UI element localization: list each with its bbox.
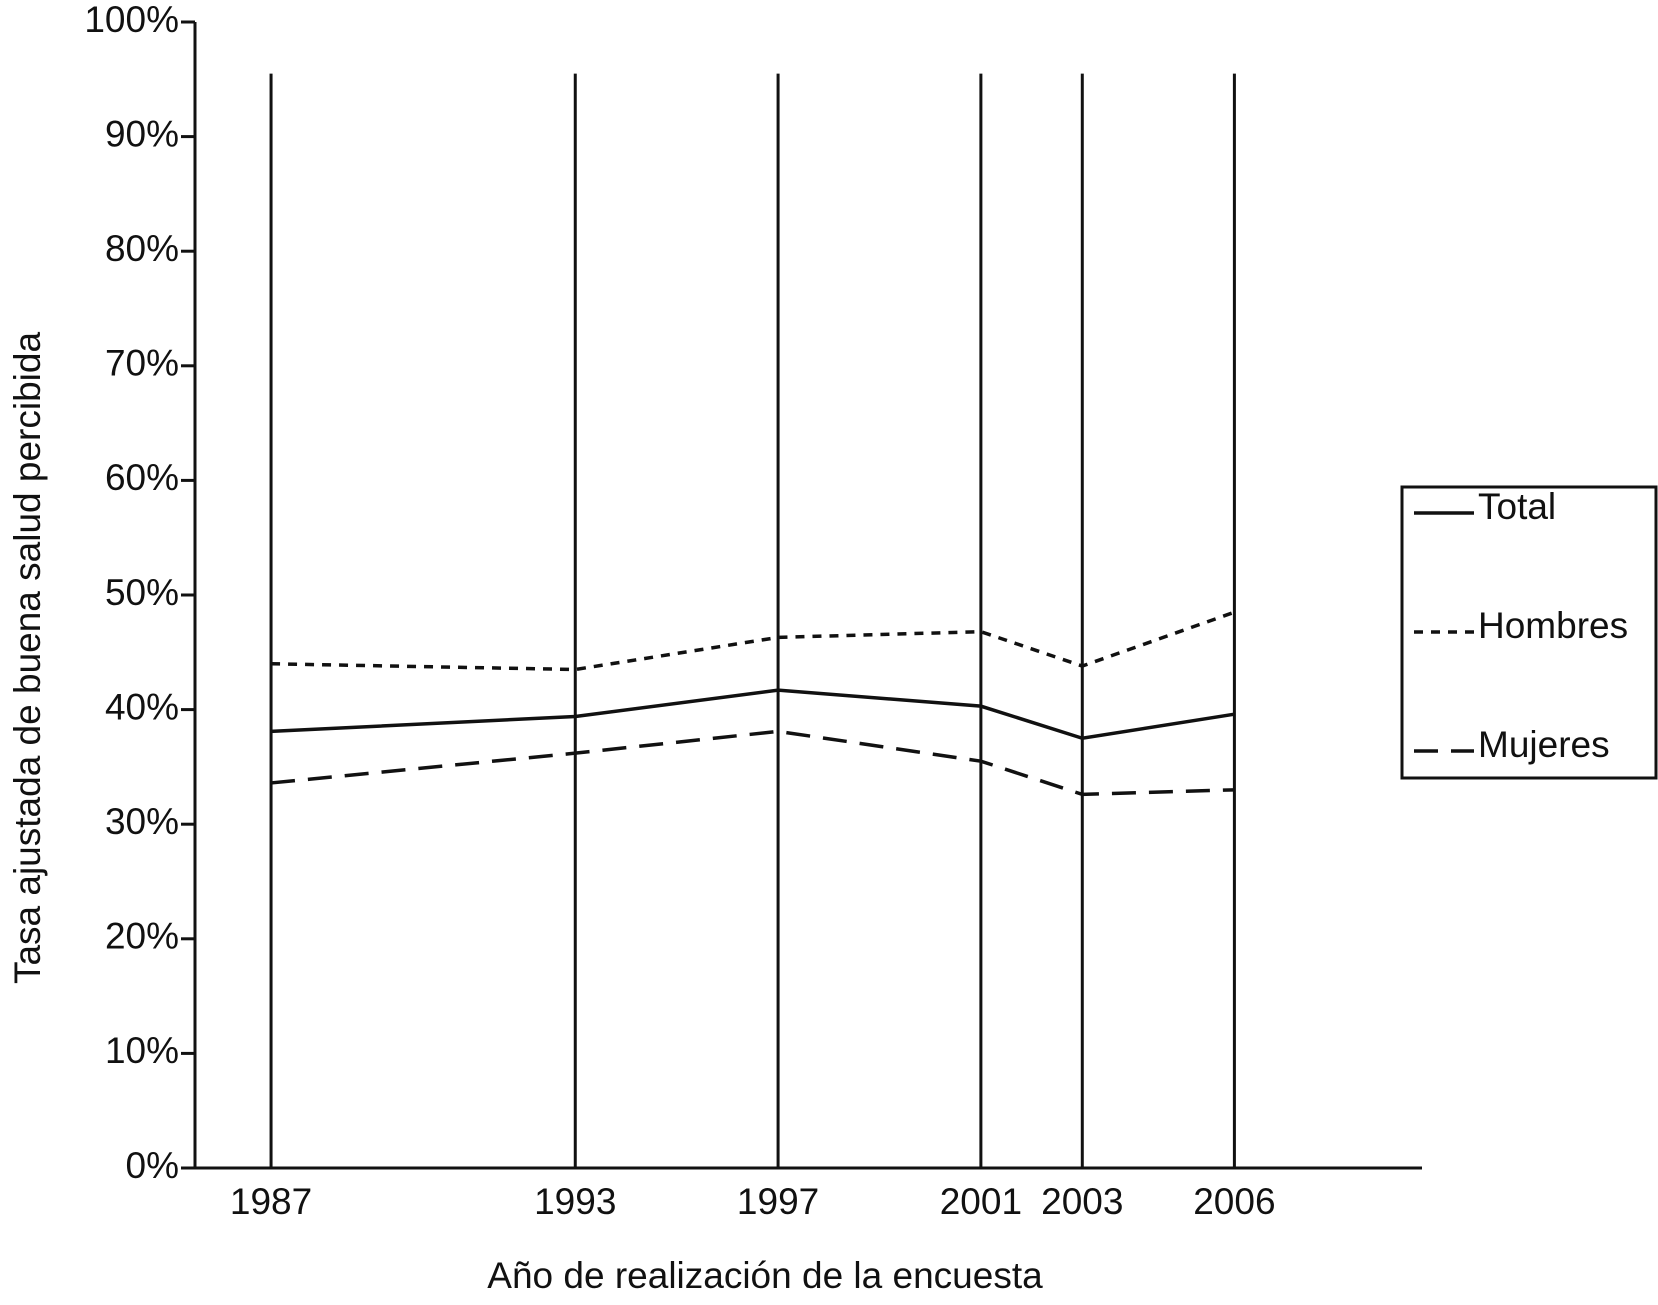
legend-label: Hombres	[1478, 605, 1628, 646]
x-tick-label: 2006	[1193, 1181, 1275, 1222]
x-tick-label: 1997	[737, 1181, 819, 1222]
x-tick-label: 1993	[534, 1181, 616, 1222]
legend-box	[1400, 485, 1658, 780]
y-tick-label: 50%	[105, 572, 179, 613]
y-tick-label: 0%	[126, 1145, 179, 1186]
data-line	[270, 729, 1235, 797]
y-axis-label: Tasa ajustada de buena salud percibida	[7, 332, 48, 985]
x-tick-label: 1987	[230, 1181, 312, 1222]
x-tick-label: 2001	[940, 1181, 1022, 1222]
y-tick-label: 60%	[105, 457, 179, 498]
x-axis-label: Año de realización de la encuesta	[487, 1255, 1043, 1296]
legend-label: Mujeres	[1478, 724, 1610, 765]
data-line	[271, 610, 1235, 672]
y-tick-label: 90%	[105, 113, 179, 154]
y-tick-label: 10%	[105, 1030, 179, 1071]
y-tick-label: 80%	[105, 228, 179, 269]
x-tick-label: 2003	[1041, 1181, 1123, 1222]
y-tick-label: 40%	[105, 686, 179, 727]
y-tick-label: 100%	[84, 0, 179, 40]
y-tick-label: 70%	[105, 343, 179, 384]
data-line	[270, 688, 1235, 741]
y-tick-label: 30%	[105, 801, 179, 842]
y-tick-label: 20%	[105, 916, 179, 957]
legend-label: Total	[1478, 486, 1556, 527]
